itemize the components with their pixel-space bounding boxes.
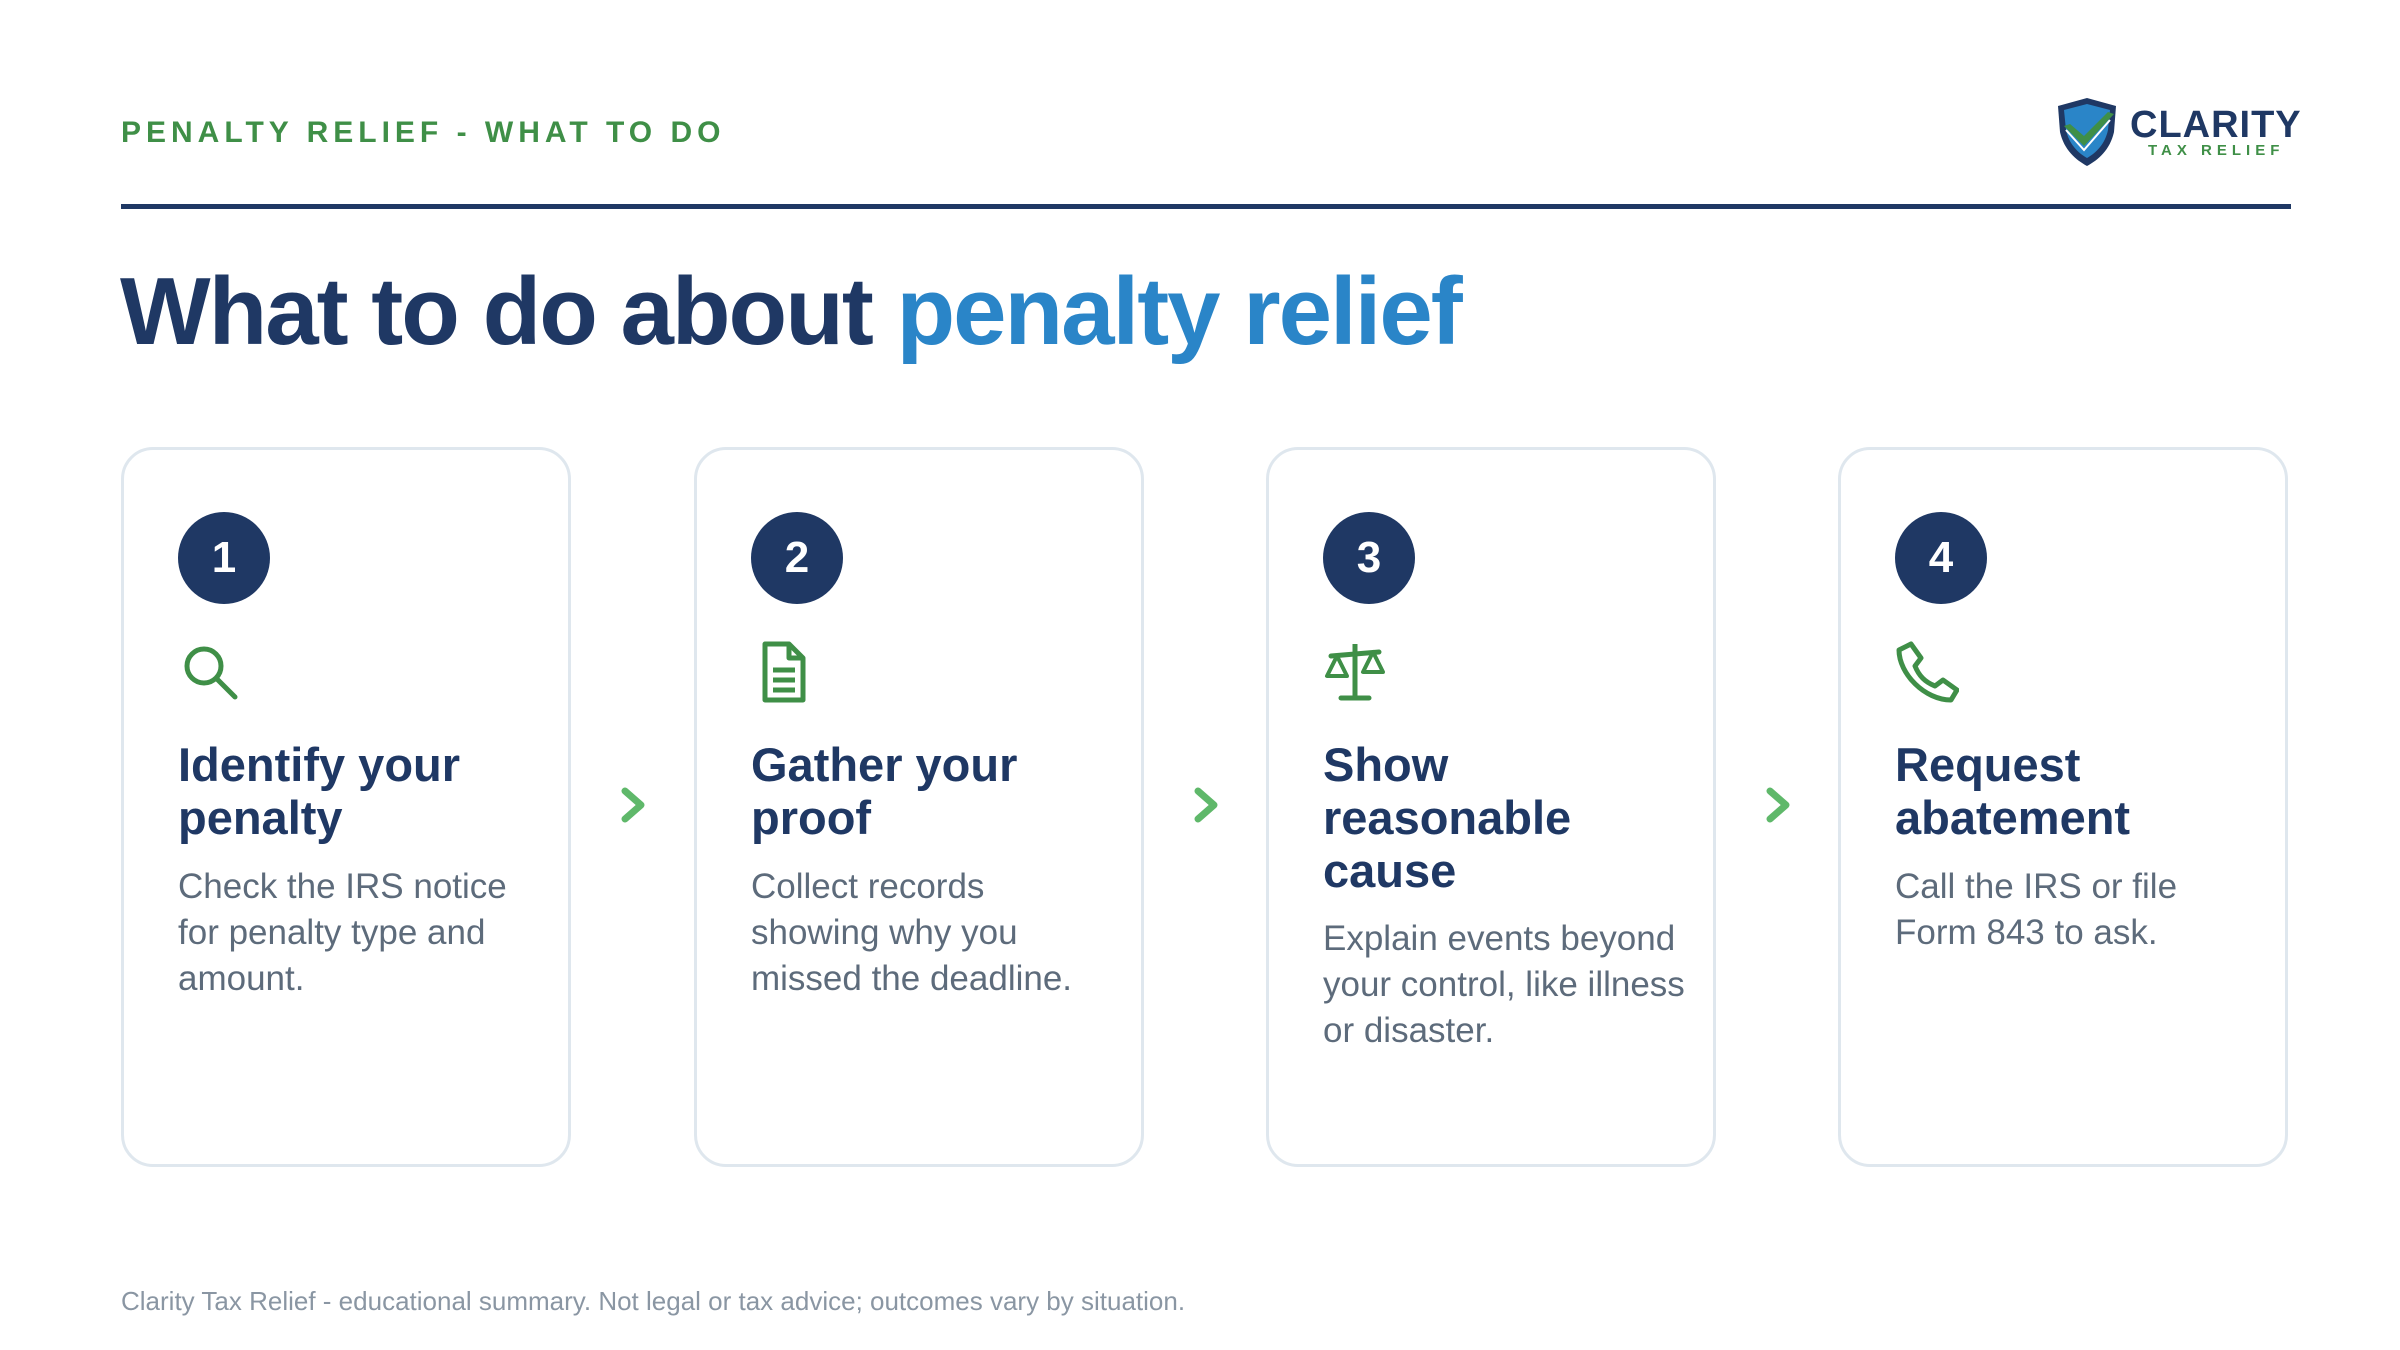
step-card-4: 4 Request abatement Call the IRS or file… — [1838, 447, 2288, 1167]
step-number-badge: 2 — [751, 512, 843, 604]
chevron-right-icon — [619, 785, 649, 825]
phone-icon — [1896, 641, 1959, 703]
logo-name: CLARITY — [2130, 104, 2302, 146]
title-accent: penalty relief — [896, 258, 1462, 365]
step-number-badge: 4 — [1895, 512, 1987, 604]
chevron-right-icon — [1192, 785, 1222, 825]
step-description: Explain events beyond your control, like… — [1323, 919, 1685, 1050]
chevron-right-icon — [1764, 785, 1794, 825]
step-card-1: 1 Identify your penalty Check the IRS no… — [121, 447, 571, 1167]
document-icon — [762, 641, 806, 703]
shield-logo-icon — [2058, 98, 2116, 166]
step-number-badge: 1 — [178, 512, 270, 604]
step-description: Collect records showing why you missed t… — [751, 867, 1073, 998]
search-icon — [184, 646, 238, 700]
step-card-2: 2 Gather your proof Collect records show… — [694, 447, 1144, 1167]
logo-tagline: TAX RELIEF — [2148, 142, 2285, 159]
step-description: Call the IRS or file Form 843 to ask. — [1895, 867, 2178, 952]
page-title: What to do about penalty relief — [120, 252, 1463, 372]
brand-logo: CLARITY TAX RELIEF — [2050, 96, 2301, 168]
disclaimer-footer: Clarity Tax Relief - educational summary… — [121, 1286, 1186, 1316]
title-main: What to do about — [120, 258, 897, 365]
step-number-badge: 3 — [1323, 512, 1415, 604]
step-card-3: 3 Show reasonable cause Explain events b… — [1266, 447, 1716, 1167]
step-heading: Identify your penalty — [178, 738, 461, 844]
step-heading: Show reasonable cause — [1323, 738, 1572, 897]
header-divider — [121, 204, 2291, 209]
step-description: Check the IRS notice for penalty type an… — [178, 867, 507, 998]
step-heading: Gather your proof — [751, 738, 1018, 844]
scales-icon — [1325, 644, 1385, 701]
eyebrow-label: PENALTY RELIEF - WHAT TO DO — [121, 116, 726, 149]
step-heading: Request abatement — [1895, 738, 2131, 844]
